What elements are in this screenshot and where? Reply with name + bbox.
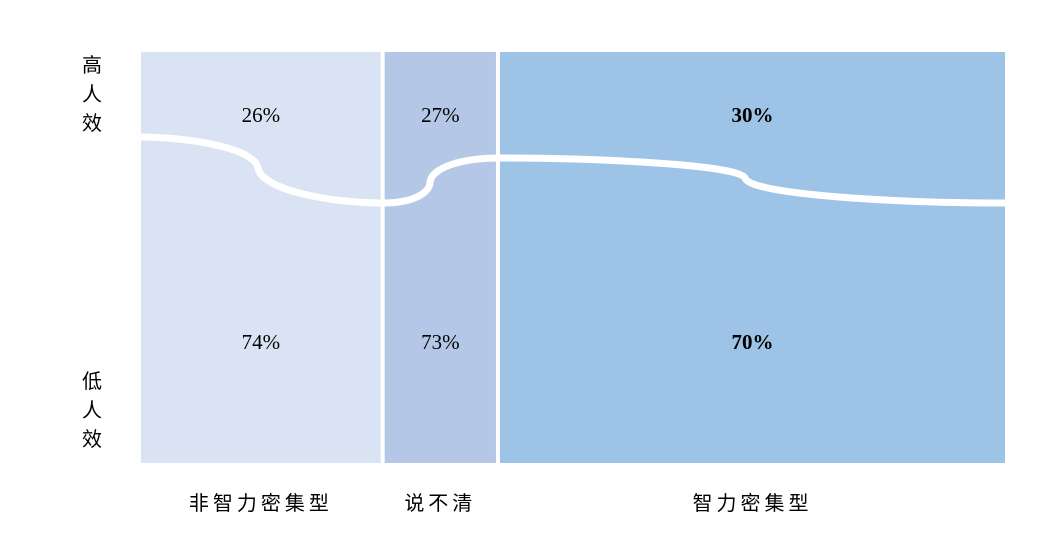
category-label: 说不清	[404, 492, 476, 515]
data-label-low: 73%	[421, 330, 460, 354]
column-1	[384, 52, 496, 463]
data-label-high: 26%	[242, 103, 281, 127]
column-0	[141, 52, 381, 463]
y-label-high: 高人效	[82, 55, 102, 135]
divider-curve	[140, 133, 1006, 207]
y-label-low: 低人效	[82, 371, 102, 451]
data-label-high: 30%	[731, 103, 773, 127]
category-label: 智力密集型	[692, 492, 812, 515]
column-2	[499, 52, 1005, 463]
data-label-high: 27%	[421, 103, 460, 127]
data-label-low: 70%	[731, 330, 773, 354]
category-label: 非智力密集型	[189, 492, 333, 515]
data-label-low: 74%	[242, 330, 281, 354]
